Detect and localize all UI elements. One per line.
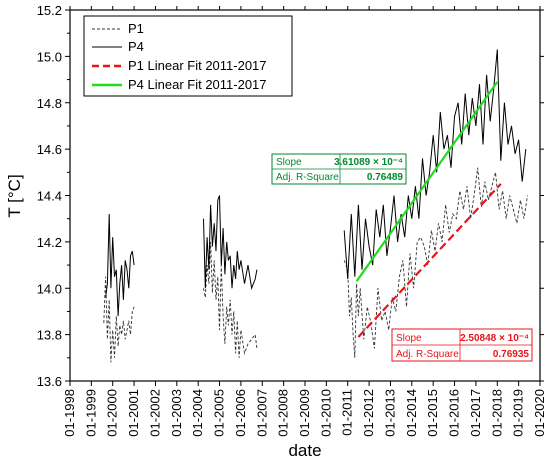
x-tick-label: 01-2001 <box>126 389 141 437</box>
fit-stats-p4-label-slope: Slope <box>276 157 302 168</box>
x-tick-label: 01-1999 <box>83 389 98 437</box>
y-axis-title: T [°C] <box>5 174 24 217</box>
x-tick-label: 01-2008 <box>276 389 291 437</box>
legend-label-p4: P4 <box>128 39 144 54</box>
x-tick-label: 01-2015 <box>425 389 440 437</box>
legend-label-p4-fit: P4 Linear Fit 2011-2017 <box>128 77 267 92</box>
axes: 13.6 13.8 14.0 14.2 14.4 14.6 14.8 15.0 15.2 01-1… <box>37 3 547 437</box>
fit-stats-p1-label-slope: Slope <box>396 333 422 344</box>
fit-stats-p1-value-slope: 2.50848 × 10⁻⁴ <box>460 333 529 344</box>
y-tick-label: 14.0 <box>37 281 62 296</box>
fit-line-p4 <box>355 81 499 282</box>
series-p1-line <box>343 167 528 358</box>
fit-stats-p4-value-slope: 3.61089 × 10⁻⁴ <box>334 157 403 168</box>
fit-layer <box>355 81 502 338</box>
fit-stats-p4-value-r2: 0.76489 <box>367 172 404 183</box>
y-tick-label: 15.0 <box>37 49 62 64</box>
x-tick-label: 01-2003 <box>169 389 184 437</box>
x-axis-title: date <box>288 441 321 460</box>
x-tick-label: 01-2002 <box>147 389 162 437</box>
x-tick-label: 01-2007 <box>254 389 269 437</box>
x-tick-label: 01-2018 <box>489 389 504 437</box>
x-tick-label: 01-2019 <box>511 389 526 437</box>
y-tick-label: 15.2 <box>37 3 62 18</box>
legend: P1 P4 P1 Linear Fit 2011-2017 P4 Linear … <box>83 15 293 97</box>
y-tick-label: 14.2 <box>37 235 62 250</box>
x-tick-label: 01-2009 <box>297 389 312 437</box>
x-tick-label: 01-2012 <box>361 389 376 437</box>
x-tick-label: 01-2011 <box>340 389 355 436</box>
y-tick-label: 14.4 <box>37 189 62 204</box>
x-tick-label: 01-1998 <box>62 389 77 437</box>
y-tick-label: 13.8 <box>37 328 62 343</box>
y-tick-label: 13.6 <box>37 374 62 389</box>
legend-label-p1-fit: P1 Linear Fit 2011-2017 <box>128 58 267 73</box>
series-p4-line <box>105 213 135 317</box>
x-tick-label: 01-2005 <box>212 389 227 437</box>
x-tick-label: 01-2014 <box>404 389 419 437</box>
x-tick-label: 01-2020 <box>532 389 547 437</box>
x-tick-label: 01-2004 <box>190 389 205 437</box>
x-tick-label: 01-2013 <box>382 389 397 437</box>
fit-stats-p1-value-r2: 0.76935 <box>493 349 530 360</box>
fit-line-p1 <box>357 183 502 338</box>
legend-label-p1: P1 <box>128 21 144 36</box>
x-tick-label: 01-2010 <box>318 389 333 437</box>
fit-stats-p1: Slope 2.50848 × 10⁻⁴ Adj. R-Square 0.769… <box>391 328 533 362</box>
fit-stats-p4-label-r2: Adj. R-Square <box>276 172 339 183</box>
series-p4-line <box>343 49 527 280</box>
series-p4-line <box>203 195 258 291</box>
series-layer <box>103 49 528 363</box>
fit-stats-p1-label-r2: Adj. R-Square <box>396 349 459 360</box>
x-tick-label: 01-2006 <box>233 389 248 437</box>
series-p1-line <box>103 276 135 363</box>
series-p1-line <box>203 241 258 358</box>
y-tick-label: 14.6 <box>37 142 62 157</box>
x-tick-label: 01-2016 <box>447 389 462 437</box>
x-tick-label: 01-2017 <box>468 389 483 437</box>
x-tick-label: 01-2000 <box>105 389 120 437</box>
y-tick-label: 14.8 <box>37 96 62 111</box>
fit-stats-p4: Slope 3.61089 × 10⁻⁴ Adj. R-Square 0.764… <box>271 153 407 185</box>
